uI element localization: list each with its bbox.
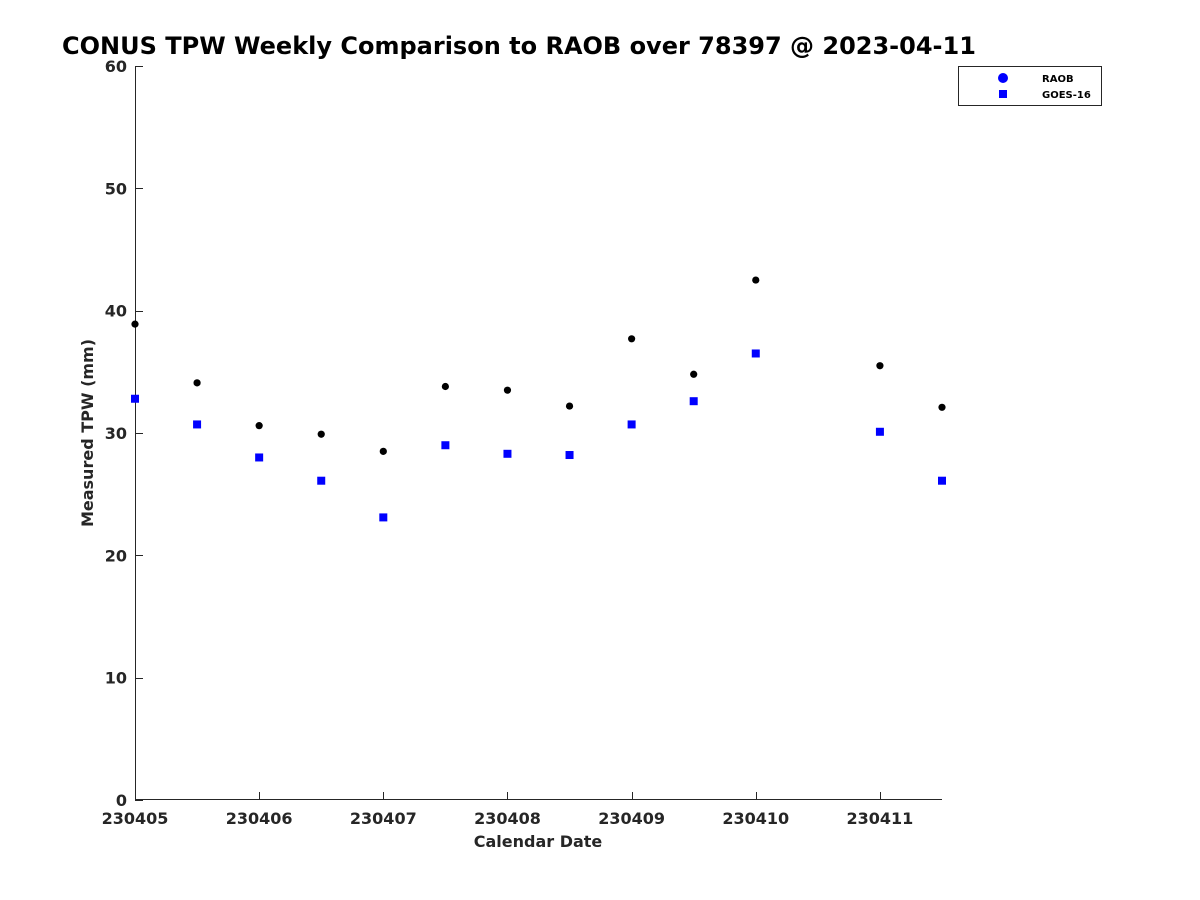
goes16-point <box>317 476 326 485</box>
y-tick-label: 40 <box>105 302 127 321</box>
data-markers <box>131 276 946 522</box>
goes16-point <box>565 451 574 460</box>
raob-point <box>131 320 139 328</box>
legend-label: RAOB <box>1042 74 1074 85</box>
legend-raob-marker <box>998 73 1008 83</box>
raob-point <box>876 362 884 370</box>
x-tick-label: 230407 <box>350 809 417 828</box>
x-axis-label: Calendar Date <box>474 832 603 851</box>
x-tick-label: 230411 <box>847 809 914 828</box>
y-tick-label: 30 <box>105 424 127 443</box>
goes16-point <box>379 513 388 522</box>
legend-label: GOES-16 <box>1042 90 1091 101</box>
y-tick-label: 10 <box>105 669 127 688</box>
goes16-point <box>441 441 450 450</box>
x-tick-label: 230408 <box>474 809 541 828</box>
goes16-point <box>627 420 636 429</box>
y-tick-label: 20 <box>105 546 127 565</box>
x-tick-label: 230410 <box>722 809 789 828</box>
raob-point <box>379 447 387 455</box>
goes16-point <box>689 397 698 406</box>
goes16-point <box>255 453 264 462</box>
goes16-point <box>503 449 512 458</box>
goes16-point <box>193 420 202 429</box>
legend-goes16-marker <box>999 90 1007 98</box>
raob-point <box>565 402 574 410</box>
raob-point <box>628 335 636 343</box>
raob-point <box>193 379 201 387</box>
legend-items: RAOB GOES-16 <box>998 73 1091 101</box>
x-tick-label: 230406 <box>226 809 293 828</box>
y-ticks: 0 10 20 30 40 50 60 <box>105 57 143 810</box>
x-tick-label: 230409 <box>598 809 665 828</box>
raob-point <box>690 370 698 378</box>
raob-point <box>503 386 512 394</box>
y-axis-label: Measured TPW (mm) <box>78 339 97 527</box>
raob-point <box>752 276 760 284</box>
goes16-point <box>131 394 139 403</box>
goes16-point <box>751 349 760 358</box>
chart-title: CONUS TPW Weekly Comparison to RAOB over… <box>62 32 976 60</box>
y-tick-label: 60 <box>105 57 127 76</box>
x-ticks: 230405 230406 230407 230408 230409 230410 2304… <box>102 792 914 828</box>
legend: RAOB GOES-16 <box>958 66 1102 106</box>
axes: 230405 230406 230407 230408 230409 230410 2304… <box>102 57 942 828</box>
raob-point <box>938 403 946 411</box>
y-tick-label: 50 <box>105 179 127 198</box>
raob-point <box>317 430 325 438</box>
legend-box <box>958 66 1102 106</box>
x-tick-label: 230405 <box>102 809 169 828</box>
raob-point <box>441 382 449 391</box>
raob-point <box>255 422 263 430</box>
goes16-point <box>875 427 884 436</box>
goes16-point <box>938 476 946 485</box>
y-tick-label: 0 <box>116 791 127 810</box>
